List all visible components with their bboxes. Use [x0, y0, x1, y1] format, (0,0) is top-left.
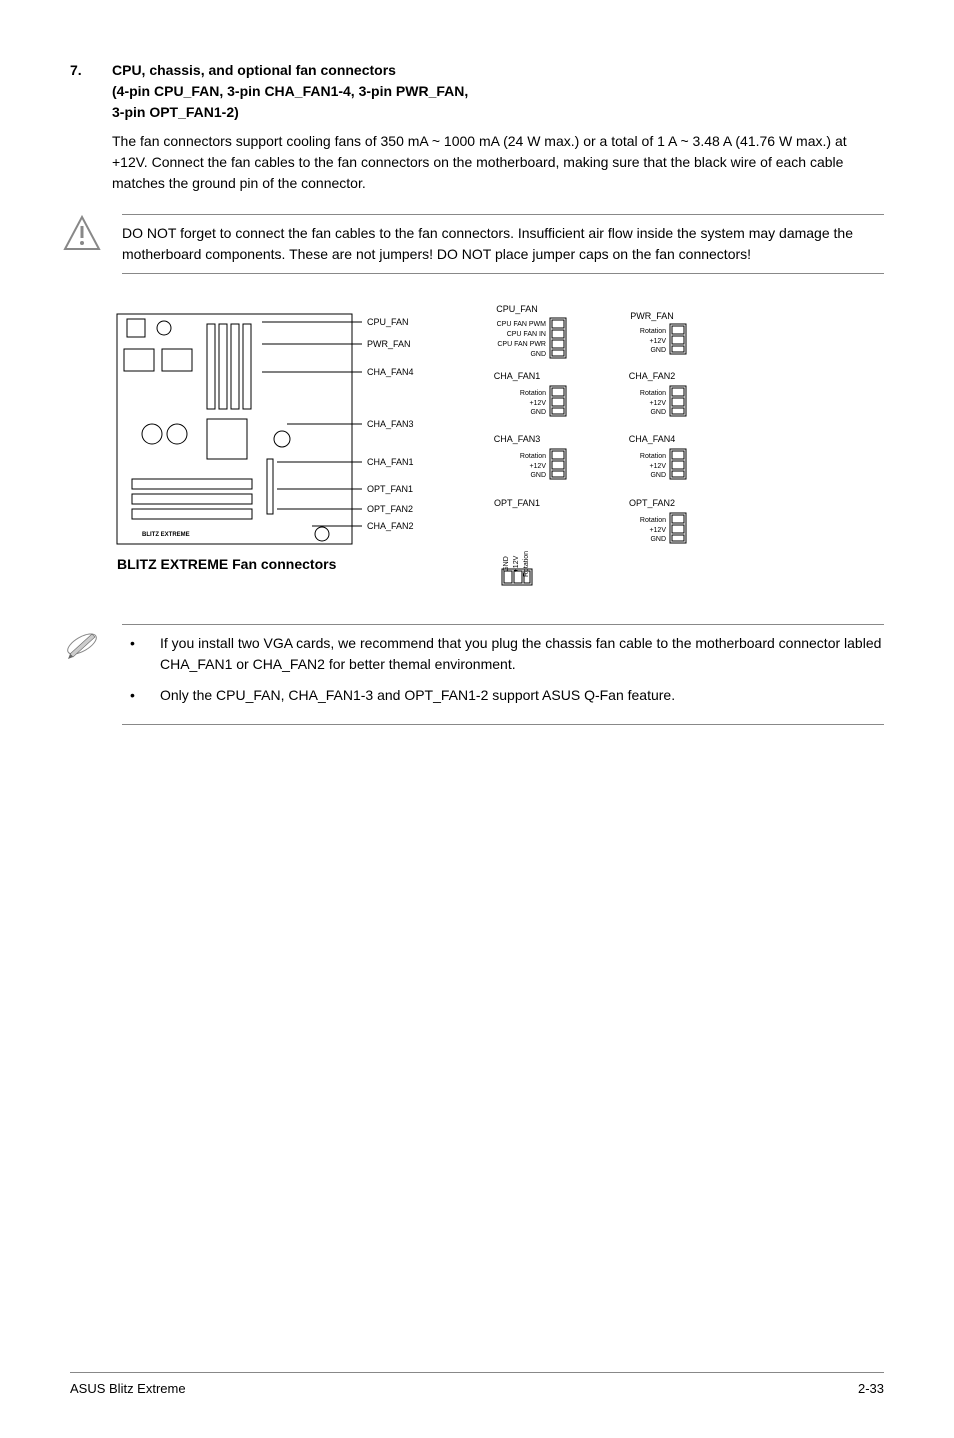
warning-icon	[62, 214, 122, 260]
board-silkscreen-label: BLITZ EXTREME	[142, 532, 190, 538]
section-title-line1: CPU, chassis, and optional fan connector…	[112, 60, 468, 81]
label-cha-fan1: CHA_FAN1	[367, 457, 414, 467]
cpu-fan-pin2: CPU FAN IN	[507, 331, 546, 338]
cpu-fan-pin4: GND	[530, 351, 546, 358]
label-opt-fan1: OPT_FAN1	[367, 484, 413, 494]
cha-fan4-pin1: Rotation	[640, 453, 666, 460]
footer-right: 2-33	[858, 1379, 884, 1399]
cha-fan2-pin2: +12V	[649, 400, 666, 407]
pwr-fan-pin1: Rotation	[640, 328, 666, 335]
label-cpu-fan: CPU_FAN	[367, 317, 409, 327]
diagram-caption: BLITZ EXTREME Fan connectors	[117, 556, 337, 572]
pinout-cpu-fan-title: CPU_FAN	[496, 304, 538, 314]
pinout-pwr-fan-title: PWR_FAN	[630, 311, 674, 321]
page-footer: ASUS Blitz Extreme 2-33	[70, 1372, 884, 1399]
cha-fan3-pin1: Rotation	[520, 453, 546, 460]
cha-fan1-pin1: Rotation	[520, 390, 546, 397]
tip-text-2: Only the CPU_FAN, CHA_FAN1-3 and OPT_FAN…	[160, 685, 675, 706]
cha-fan4-pin2: +12V	[649, 463, 666, 470]
pinout-opt-fan2-title: OPT_FAN2	[629, 498, 675, 508]
tips-note: •If you install two VGA cards, we recomm…	[112, 624, 884, 725]
cpu-fan-pin3: CPU FAN PWR	[497, 341, 546, 348]
bullet-dot: •	[122, 633, 160, 675]
opt-fan1-pin1: GND	[503, 556, 510, 572]
pinout-cha-fan4-title: CHA_FAN4	[629, 434, 676, 444]
bullet-dot: •	[122, 685, 160, 706]
cpu-fan-pin1: CPU FAN PWM	[497, 321, 547, 328]
opt-fan1-pin3: Rotation	[523, 551, 530, 577]
pinout-cha-fan3-title: CHA_FAN3	[494, 434, 541, 444]
section-header: 7. CPU, chassis, and optional fan connec…	[70, 60, 884, 123]
pencil-icon	[62, 624, 122, 670]
pwr-fan-pin2: +12V	[649, 338, 666, 345]
label-cha-fan2: CHA_FAN2	[367, 521, 414, 531]
pinout-opt-fan1-title: OPT_FAN1	[494, 498, 540, 508]
label-cha-fan3: CHA_FAN3	[367, 419, 414, 429]
opt-fan2-pin3: GND	[650, 536, 666, 543]
cha-fan2-pin1: Rotation	[640, 390, 666, 397]
tip-item: •Only the CPU_FAN, CHA_FAN1-3 and OPT_FA…	[122, 685, 884, 706]
opt-fan1-pin2: +12V	[513, 555, 520, 572]
cha-fan2-pin3: GND	[650, 409, 666, 416]
cha-fan3-pin2: +12V	[529, 463, 546, 470]
section-title-line2: (4-pin CPU_FAN, 3-pin CHA_FAN1-4, 3-pin …	[112, 81, 468, 102]
section-number: 7.	[70, 60, 112, 123]
pwr-fan-pin3: GND	[650, 347, 666, 354]
cha-fan3-pin3: GND	[530, 472, 546, 479]
fan-connector-diagram: BLITZ EXTREME CPU_FAN PWR_FAN CHA_FAN4 C…	[112, 294, 884, 604]
cha-fan1-pin2: +12V	[529, 400, 546, 407]
pinout-cha-fan2-title: CHA_FAN2	[629, 371, 676, 381]
warning-note: DO NOT forget to connect the fan cables …	[112, 214, 884, 274]
label-opt-fan2: OPT_FAN2	[367, 504, 413, 514]
warning-text: DO NOT forget to connect the fan cables …	[122, 214, 884, 274]
cha-fan4-pin3: GND	[650, 472, 666, 479]
label-pwr-fan: PWR_FAN	[367, 339, 411, 349]
label-cha-fan4: CHA_FAN4	[367, 367, 414, 377]
section-title-line3: 3-pin OPT_FAN1-2)	[112, 102, 468, 123]
tip-item: •If you install two VGA cards, we recomm…	[122, 633, 884, 675]
opt-fan2-pin1: Rotation	[640, 517, 666, 524]
section-body: The fan connectors support cooling fans …	[112, 131, 884, 194]
tips-text-block: •If you install two VGA cards, we recomm…	[122, 624, 884, 725]
opt-fan2-pin2: +12V	[649, 527, 666, 534]
tip-text-1: If you install two VGA cards, we recomme…	[160, 633, 884, 675]
section-title-block: CPU, chassis, and optional fan connector…	[112, 60, 468, 123]
pinout-cha-fan1-title: CHA_FAN1	[494, 371, 541, 381]
cha-fan1-pin3: GND	[530, 409, 546, 416]
footer-left: ASUS Blitz Extreme	[70, 1379, 186, 1399]
